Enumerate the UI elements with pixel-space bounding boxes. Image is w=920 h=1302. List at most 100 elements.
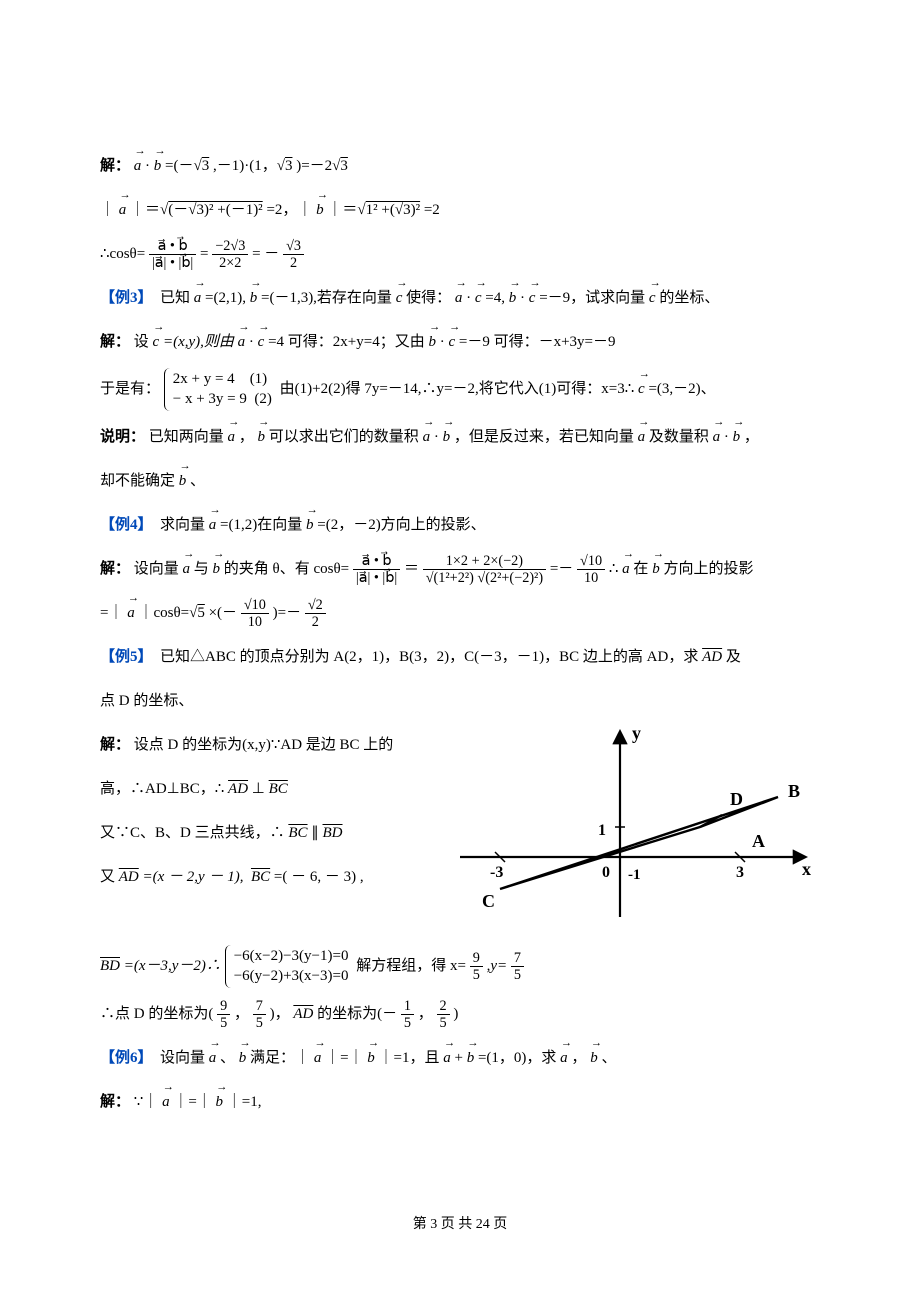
eq: ＝ [404,561,419,577]
txt: =－9 可得：－x+3y=－9 [459,334,616,350]
fraction: a⃗ • b⃗|a⃗| • |b⃗| [353,553,400,587]
ex5-sol-5: BD =(x－3,y－2)∴ −6(x−2)−3(y−1)=0 −6(y−2)+… [100,945,820,988]
solution-line: 解： a · b =(－√3 ,－1)·(1，√3 )=－2√3 [100,148,820,184]
ex3-explain: 说明： 已知两向量 a ， b 可以求出它们的数量积 a · b ，但是反过来，… [100,419,820,455]
txt: 已知两向量 [149,429,224,445]
denominator: 2 [283,255,304,271]
numerator: 9 [217,998,230,1015]
denominator: 5 [217,1015,230,1031]
row2: −6(y−2)+3(x−3)=0 [234,968,349,984]
txt: 已知 [160,290,190,306]
page-current: 3 [430,1217,437,1232]
vector-a: a [127,595,135,631]
txt: ⊥ [252,781,265,797]
solution-label: 解： [100,1094,130,1110]
txt: 设 [134,334,149,350]
dot: · [466,290,471,306]
point-c-label: C [482,891,495,911]
vector-a: a [183,551,191,587]
ex3-solution: 解： 设 c =(x,y),则由 a · c =4 可得：2x+y=4；又由 b… [100,324,820,360]
vector-a: a [209,507,217,543]
txt: 使得： [406,290,451,306]
vector-a: a [560,1040,568,1076]
cos-line: ∴cosθ= a⃗ • b⃗|a⃗| • |b⃗| = −2√32×2 = － … [100,236,820,272]
vector-b: b [733,419,741,455]
x-label: x [802,859,811,879]
origin-label: 0 [602,864,610,881]
example-3: 【例3】 已知 a =(2,1), b =(－1,3),若存在向量 c 使得： … [100,280,820,316]
txt: 、 [601,1050,616,1066]
numerator: 1×2 + 2×(−2) [423,553,546,570]
numerator: 1 [401,998,414,1015]
txt: 设点 D 的坐标为(x,y)∵AD 是边 BC 上的 [134,737,394,753]
vector-a: a [314,1040,322,1076]
txt: =4 可得：2x+y=4；又由 [268,334,425,350]
footer-mid: 页 共 [441,1217,473,1232]
vector-b: b [258,419,266,455]
txt: =(x,y),则由 [163,334,234,350]
txt: 设向量 [160,1050,205,1066]
document-page: 解： a · b =(－√3 ,－1)·(1，√3 )=－2√3 ｜ a ｜＝√… [0,0,920,1302]
txt: =( － 6, － 3) , [274,869,364,885]
txt: ∥ [311,825,319,841]
row1: −6(x−2)−3(y−1)=0 [234,948,349,964]
eq: = [252,246,260,262]
lbl2: (2) [254,391,272,407]
fraction: √1010 [577,553,605,587]
example-6: 【例6】 设向量 a 、 b 满足：｜ a ｜=｜ b ｜=1，且 a + b … [100,1040,820,1076]
vector-a: a [194,280,202,316]
txt: ∴点 D 的坐标为( [100,1006,213,1022]
txt: =－9，试求向量 [539,290,645,306]
fraction: 15 [401,998,414,1032]
fraction: 25 [437,998,450,1032]
denominator: 5 [253,1015,266,1031]
vector-b: b [154,148,162,184]
txt: 由(1)+2(2)得 7y=－14,∴y=－2,将它代入(1)可得：x=3∴ [280,381,635,397]
txt: + [455,1050,463,1066]
equation-system: −6(x−2)−3(y−1)=0 −6(y−2)+3(x−3)=0 [225,945,353,988]
dot: · [145,158,150,174]
vector-a: a [119,192,127,228]
txt: 、 [220,1050,235,1066]
y-label: y [632,723,641,743]
txt: ， [234,1006,249,1022]
vector-a: a [622,551,630,587]
vector-a: a [713,419,721,455]
txt: )， [270,1006,290,1022]
denominator: 2×2 [212,255,248,271]
vector-b: b [590,1040,598,1076]
numerator: a⃗ • b⃗ [353,553,400,570]
txt: ｜＝ [327,202,357,218]
footer-prefix: 第 [413,1217,427,1232]
ex3-explain-2: 却不能确定 b 、 [100,463,820,499]
vector-c: c [638,371,645,407]
vector-b: b [367,1040,375,1076]
txt: ， [418,1006,433,1022]
page-footer: 第 3 页 共 24 页 [0,1208,920,1242]
point-d-label: D [730,789,743,809]
vector-b: b [509,280,517,316]
vector-bc: BC [288,825,307,841]
vector-b: b [467,1040,475,1076]
txt: 的坐标为(－ [317,1006,397,1022]
row1: 2x + y = 4 [173,371,235,387]
txt: 又 [100,869,115,885]
dot: · [249,334,254,350]
fraction: 1×2 + 2×(−2)√(1²+2²) √(2²+(−2)²) [423,553,546,587]
txt: ，但是反过来，若已知向量 [454,429,634,445]
vector-b: b [652,551,660,587]
ytick-label: 1 [598,822,606,839]
denominator: 10 [577,570,605,586]
txt: ∵｜ [134,1094,159,1110]
txt: ,－1)·(1， [213,158,277,174]
sqrt5: 5 [197,605,205,621]
eq: = [200,246,208,262]
explain-label: 说明： [100,429,145,445]
numerator: −2√3 [212,238,248,255]
numerator: 2 [437,998,450,1015]
example-label: 【例5】 [100,649,153,665]
vector-a: a [228,419,236,455]
txt: 求向量 [160,517,205,533]
vector-bc: BC [251,869,270,885]
magnitude-line: ｜ a ｜＝√(－√3)² +(－1)² =2，｜ b ｜＝√1² +(√3)²… [100,192,820,228]
